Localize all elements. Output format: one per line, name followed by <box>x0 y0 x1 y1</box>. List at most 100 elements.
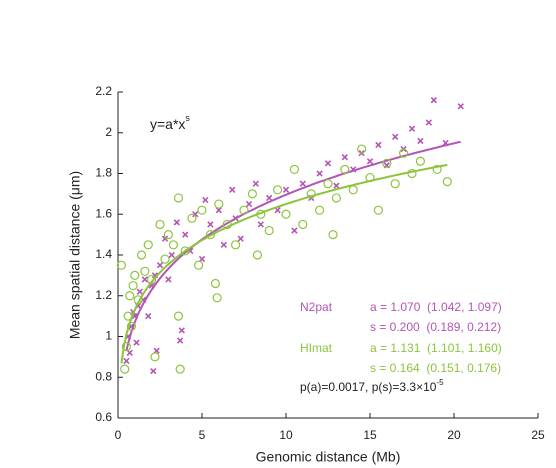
point <box>116 260 126 270</box>
equation-exponent: s <box>185 113 190 123</box>
point <box>390 179 400 189</box>
x-tick-label: 10 <box>279 428 293 442</box>
point <box>133 339 140 346</box>
p-values: p(a)=0.0017, p(s)=3.3×10-5 <box>300 378 444 394</box>
point <box>215 207 222 214</box>
point <box>180 246 190 256</box>
point <box>289 164 299 175</box>
point <box>143 240 153 250</box>
point-stroke <box>282 186 290 193</box>
point <box>282 186 290 193</box>
point <box>161 235 169 242</box>
point-stroke <box>123 357 130 365</box>
p-values-base: p(a)=0.0017, p(s)=3.3×10 <box>300 380 437 394</box>
point-stroke <box>192 211 199 218</box>
y-tick-label: 0.8 <box>95 369 112 383</box>
point <box>145 312 152 320</box>
point-stroke <box>145 312 152 320</box>
point <box>399 148 409 158</box>
point <box>299 180 306 187</box>
point <box>150 367 157 375</box>
point-stroke <box>408 125 416 132</box>
point <box>128 280 138 291</box>
point <box>155 219 165 230</box>
point <box>168 251 175 259</box>
point-stroke <box>316 170 323 177</box>
point-stroke <box>151 272 159 279</box>
point <box>210 278 221 289</box>
point-stroke <box>126 349 133 356</box>
point <box>126 349 133 356</box>
x-tick-label: 0 <box>115 428 122 442</box>
point-stroke <box>141 276 149 283</box>
x-axis-label: Genomic distance (Mb) <box>256 449 401 465</box>
point-stroke <box>202 196 209 204</box>
point-stroke <box>148 282 155 289</box>
point <box>331 193 341 203</box>
point <box>373 205 383 215</box>
point-stroke <box>229 186 236 193</box>
point <box>207 221 214 228</box>
point <box>175 364 185 374</box>
y-axis-label: Mean spatial distance (μm) <box>67 171 83 339</box>
point <box>392 133 399 140</box>
point-stroke <box>220 241 228 248</box>
y-tick-label: 1.6 <box>95 206 112 220</box>
x-tick-label: 5 <box>199 428 206 442</box>
point-stroke <box>168 251 175 259</box>
fit-curve <box>125 140 461 351</box>
equation-base: y=a*x <box>150 116 185 132</box>
point <box>156 262 164 269</box>
point <box>417 137 424 145</box>
point-stroke <box>417 137 424 145</box>
x-tick-label: 20 <box>447 428 461 442</box>
point-stroke <box>215 207 222 214</box>
point-stroke <box>178 327 186 334</box>
point-stroke <box>176 337 184 344</box>
point <box>173 219 180 226</box>
point <box>173 193 184 203</box>
point-stroke <box>173 219 180 226</box>
point <box>130 270 140 280</box>
point <box>163 230 173 240</box>
y-tick-label: 1.4 <box>95 247 112 261</box>
point <box>340 164 350 175</box>
point-stroke <box>252 180 259 187</box>
y-tick-label: 2 <box>105 125 112 139</box>
point <box>182 231 189 238</box>
point <box>192 211 199 218</box>
point <box>123 357 130 365</box>
point-stroke <box>392 133 399 140</box>
point <box>252 180 259 187</box>
fit-a-label: a = 1.070 (1.042, 1.097) <box>370 300 502 314</box>
point-stroke <box>198 255 206 263</box>
point-stroke <box>266 194 273 202</box>
point <box>231 240 241 250</box>
point-stroke <box>156 262 164 269</box>
point-stroke <box>333 182 340 189</box>
point-stroke <box>257 221 264 228</box>
point-stroke <box>366 158 374 165</box>
point-stroke <box>457 103 464 110</box>
y-tick-label: 1.8 <box>95 166 112 180</box>
point <box>442 177 452 187</box>
point-stroke <box>133 339 140 346</box>
point <box>126 321 137 331</box>
point <box>136 288 144 295</box>
point <box>408 125 416 132</box>
point <box>160 254 170 264</box>
point <box>237 235 244 242</box>
point-stroke <box>136 288 144 295</box>
fit-curve <box>120 163 448 364</box>
point <box>176 337 184 344</box>
point <box>247 189 257 199</box>
point <box>315 205 325 215</box>
point-stroke <box>299 180 306 187</box>
point-stroke <box>375 141 382 149</box>
x-tick-label: 15 <box>363 428 377 442</box>
point <box>366 158 374 165</box>
fit-s-label: s = 0.164 (0.151, 0.176) <box>370 361 501 375</box>
point <box>432 164 442 175</box>
point <box>220 241 228 248</box>
